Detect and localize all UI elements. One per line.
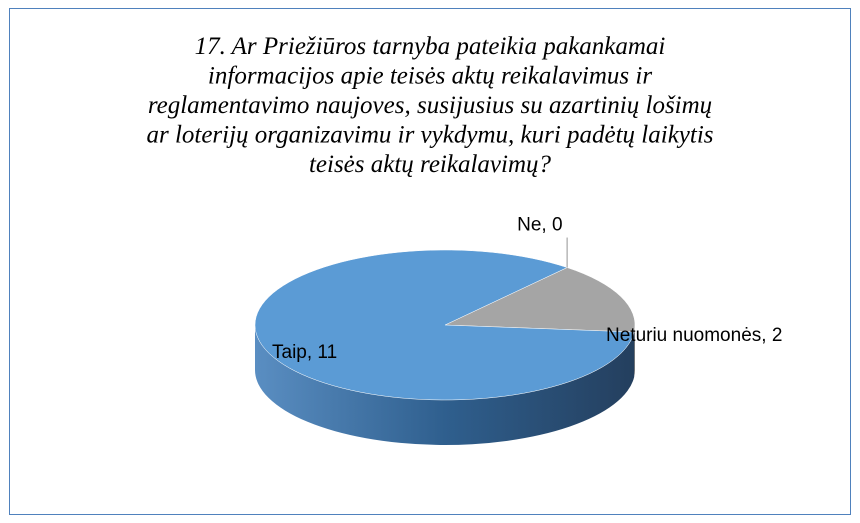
chart-title: teisės aktų reikalavimų? — [309, 151, 552, 178]
data-label: Neturiu nuomonės, 2 — [606, 325, 782, 346]
chart-title: ar loterijų organizavimu ir vykdymu, kur… — [146, 122, 713, 149]
slice — [444, 267, 636, 333]
chart-title: informacijos apie teisės aktų reikalavim… — [208, 63, 652, 90]
data-label: Ne, 0 — [517, 215, 562, 236]
chart-title: reglamentavimo naujoves, susijusius su a… — [148, 92, 712, 119]
slice-side — [255, 325, 635, 446]
slice — [254, 249, 635, 401]
chart-title: 17. Ar Priežiūros tarnyba pateikia pakan… — [195, 33, 666, 60]
slice-side — [634, 325, 635, 378]
data-label: Taip, 11 — [272, 342, 337, 363]
